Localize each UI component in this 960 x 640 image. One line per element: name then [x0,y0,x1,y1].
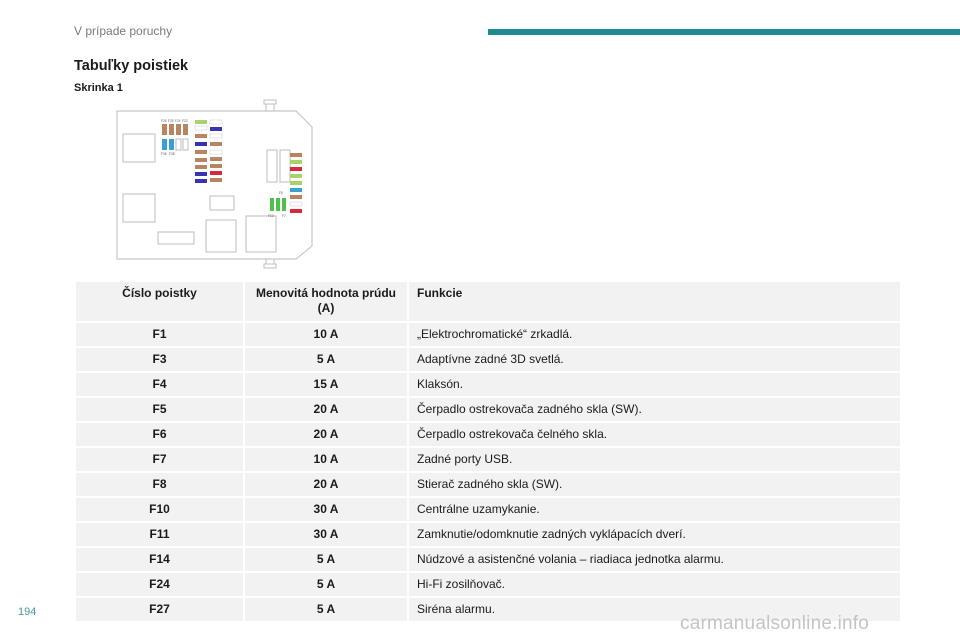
diagram-label-f23: F23 [182,119,188,123]
function-cell: Siréna alarmu. [407,596,902,623]
fuse-number-cell: F14 [74,546,245,573]
function-cell: Centrálne uzamykanie. [407,496,902,523]
relay-right-b [279,149,291,183]
fuse-number-cell: F7 [74,446,245,473]
diagram-label-f25: F25 [168,119,174,123]
relay-bottom-mid [205,219,237,253]
table-row: F27 5 A Siréna alarmu. [74,596,902,623]
fuse-f7 [282,198,286,211]
table-row: F1 10 A „Elektrochromatické“ zrkadlá. [74,321,902,348]
table-row: F11 30 A Zamknutie/odomknutie zadných vykl… [74,521,902,548]
function-cell: Čerpadlo ostrekovača zadného skla (SW). [407,396,902,423]
rating-cell: 5 A [243,571,409,598]
fuse-f24 [176,124,181,135]
rating-cell: 10 A [243,446,409,473]
fuse-box-diagram: F26 F25 F24 F23 F36 F38 [116,99,313,269]
table-row: F24 5 A Hi-Fi zosilňovač. [74,571,902,598]
diagram-label-f24: F24 [175,119,181,123]
slot-empty-1 [175,138,182,151]
function-cell: Núdzové a asistenčné volania – riadiaca … [407,546,902,573]
function-cell: Zamknutie/odomknutie zadných vyklápacích… [407,521,902,548]
fuse-column-middle-right [209,119,223,182]
rating-cell: 20 A [243,471,409,498]
diagram-label-f26: F26 [161,119,167,123]
fuse-number-cell: F11 [74,521,245,548]
function-cell: „Elektrochromatické“ zrkadlá. [407,321,902,348]
diagram-label-f10: F10 [268,214,274,218]
fuse-number-cell: F3 [74,346,245,373]
rating-cell: 5 A [243,346,409,373]
relay-right-a [266,149,278,183]
relay-bottom-right [245,215,277,253]
fuse-f23 [183,124,188,135]
table-row: F5 20 A Čerpadlo ostrekovača zadného skla … [74,396,902,423]
rating-cell: 5 A [243,596,409,623]
fuse-number-cell: F4 [74,371,245,398]
table-row: F8 20 A Stierač zadného skla (SW). [74,471,902,498]
watermark: carmanualsonline.info [680,613,870,634]
diagram-label-f8: F8 [279,191,283,195]
mount-tab-top [263,99,277,113]
fuse-f10 [276,198,280,211]
rating-cell: 20 A [243,421,409,448]
fuse-box-outline [116,110,313,260]
diagram-label-f7: F7 [282,214,286,218]
fuse-number-cell: F8 [74,471,245,498]
fuse-number-cell: F6 [74,421,245,448]
fuse-f26 [162,124,167,135]
fuse-number-cell: F27 [74,596,245,623]
rating-cell: 10 A [243,321,409,348]
fuse-table: Číslo poistky Menovitá hodnota prúdu (A)… [74,280,902,623]
function-cell: Klaksón. [407,371,902,398]
function-cell: Hi-Fi zosilňovač. [407,571,902,598]
fuse-f25 [169,124,174,135]
function-cell: Zadné porty USB. [407,446,902,473]
fuse-f8 [270,198,274,211]
fuse-f38 [169,139,174,150]
slot-empty-2 [182,138,189,151]
rating-cell: 15 A [243,371,409,398]
table-row: F3 5 A Adaptívne zadné 3D svetlá. [74,346,902,373]
page-title: Tabuľky poistiek [74,58,189,74]
function-cell: Čerpadlo ostrekovača čelného skla. [407,421,902,448]
fuse-number-cell: F24 [74,571,245,598]
relay-center [209,195,235,211]
rating-cell: 20 A [243,396,409,423]
column-header-functions: Funkcie [407,280,902,323]
table-row: F6 20 A Čerpadlo ostrekovača čelného skla. [74,421,902,448]
column-header-fuse-number: Číslo poistky [74,280,245,323]
fuse-number-cell: F10 [74,496,245,523]
page-number: 194 [18,606,37,618]
column-header-rating: Menovitá hodnota prúdu (A) [243,280,409,323]
header-accent-bar [488,29,960,35]
table-row: F14 5 A Núdzové a asistenčné volania – ria… [74,546,902,573]
function-cell: Adaptívne zadné 3D svetlá. [407,346,902,373]
fuse-f36 [162,139,167,150]
table-row: F10 30 A Centrálne uzamykanie. [74,496,902,523]
rating-cell: 5 A [243,546,409,573]
fuse-number-cell: F5 [74,396,245,423]
diagram-label-f38: F38 [169,152,175,156]
rating-cell: 30 A [243,521,409,548]
rating-cell: 30 A [243,496,409,523]
table-body: F1 10 A „Elektrochromatické“ zrkadlá. F3 5 A… [74,321,902,623]
diagram-label-f36: F36 [161,152,167,156]
relay-left-top [122,133,156,163]
table-header-row: Číslo poistky Menovitá hodnota prúdu (A)… [74,280,902,323]
page-subtitle: Skrinka 1 [74,82,123,94]
fuse-number-cell: F1 [74,321,245,348]
table-row: F7 10 A Zadné porty USB. [74,446,902,473]
fuse-column-middle-left [194,120,208,183]
table-row: F4 15 A Klaksón. [74,371,902,398]
fuse-column-right [289,153,303,213]
relay-left-bottom [122,193,156,223]
relay-bottom-left [157,231,195,245]
function-cell: Stierač zadného skla (SW). [407,471,902,498]
header-section-title: V prípade poruchy [74,24,173,38]
